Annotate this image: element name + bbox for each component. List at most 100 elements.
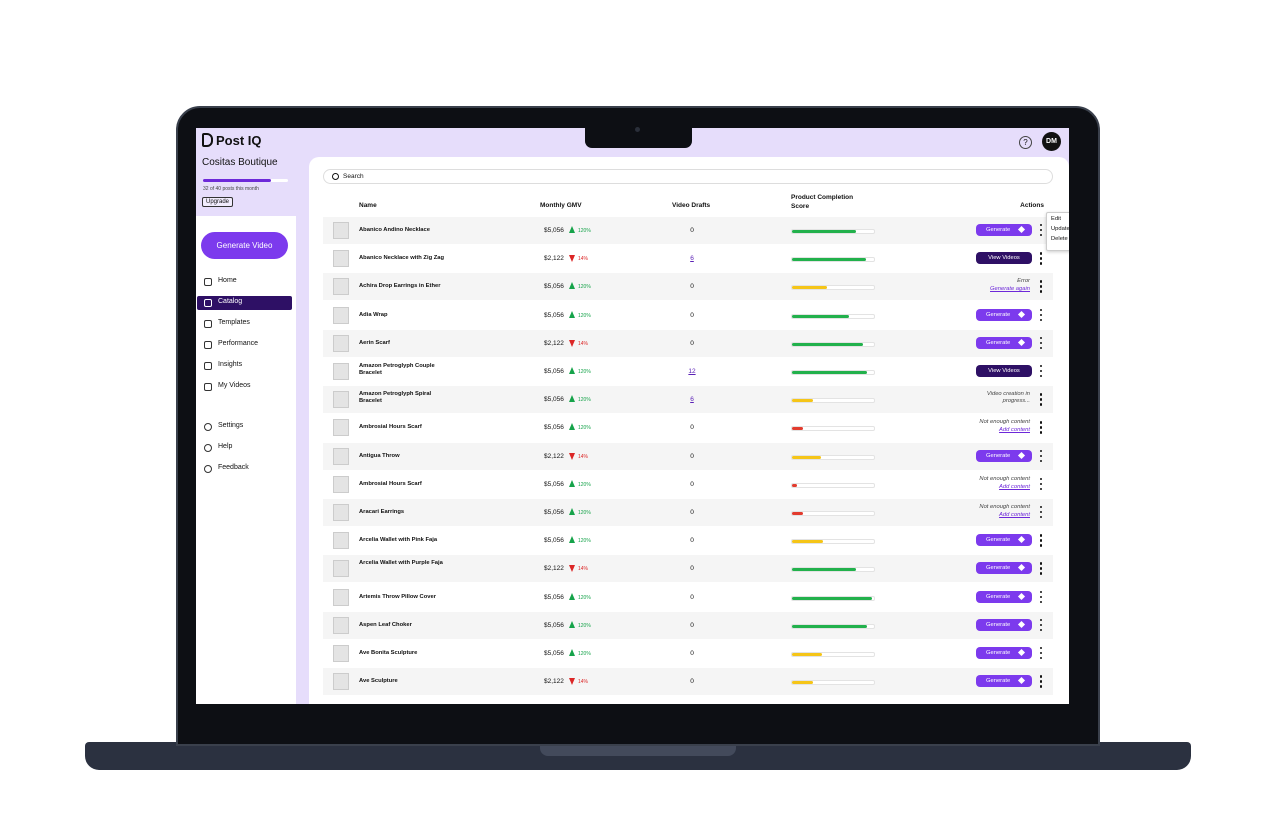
- product-name[interactable]: Abanico Andino Necklace: [359, 227, 430, 233]
- menu-dot: [1040, 346, 1043, 350]
- product-name[interactable]: Amazon Petroglyph Couple Bracelet: [359, 363, 435, 376]
- generate-button[interactable]: Generate: [976, 675, 1032, 688]
- score-track: [791, 370, 875, 375]
- status-link[interactable]: Add content: [999, 483, 1030, 490]
- product-name[interactable]: Ave Sculpture: [359, 678, 398, 685]
- row-menu-button[interactable]: [1040, 675, 1043, 688]
- product-name[interactable]: Achira Drop Earrings in Ether: [359, 283, 441, 290]
- status-link[interactable]: Add content: [999, 427, 1030, 434]
- sparkle-icon: [1017, 620, 1026, 628]
- row-menu-button[interactable]: [1040, 562, 1043, 575]
- change: 120%: [578, 510, 591, 516]
- nav-item[interactable]: Settings: [218, 422, 244, 429]
- generate-button[interactable]: Generate: [976, 647, 1032, 659]
- gmv: $2,122: [544, 452, 564, 460]
- product-name[interactable]: Arcelia Wallet with Pink Faja: [359, 537, 438, 544]
- product-name[interactable]: Artemis Throw Pillow Cover: [359, 593, 436, 600]
- product-name[interactable]: Adia Wrap: [359, 311, 388, 318]
- row-menu-button[interactable]: [1040, 506, 1043, 519]
- row-menu-button[interactable]: [1040, 365, 1043, 378]
- video-drafts[interactable]: 6: [690, 255, 694, 263]
- status-text: Not enough content: [979, 475, 1030, 482]
- change: 120%: [578, 651, 591, 657]
- product-name[interactable]: Ambrosial Hours Scarf: [359, 480, 422, 487]
- menu-dot: [1040, 318, 1043, 321]
- generate-button[interactable]: Generate: [976, 534, 1032, 547]
- product-name[interactable]: Ambrosial Hours Scarf: [359, 424, 422, 431]
- trend-arrow: [569, 565, 575, 573]
- view-videos-button[interactable]: View Videos: [976, 365, 1032, 377]
- video-drafts: 0: [690, 537, 694, 545]
- video-drafts: 0: [690, 227, 694, 234]
- menu-dot: [1040, 308, 1043, 311]
- nav-item[interactable]: Help: [218, 443, 233, 450]
- generate-button[interactable]: Generate: [976, 449, 1032, 462]
- score-bar: [792, 286, 828, 290]
- avatar[interactable]: DM: [1042, 132, 1061, 151]
- menu-item[interactable]: Update: [1051, 226, 1069, 232]
- product-name[interactable]: Ave Bonita Sculpture: [359, 650, 418, 656]
- generate-button[interactable]: Generate: [976, 336, 1032, 349]
- product-name[interactable]: Aspen Leaf Choker: [359, 621, 412, 628]
- menu-dot: [1040, 600, 1043, 603]
- row-menu-button[interactable]: [1040, 336, 1043, 350]
- video-drafts[interactable]: 6: [690, 396, 694, 404]
- generate-button[interactable]: Generate: [976, 562, 1032, 575]
- menu-dot: [1040, 477, 1043, 481]
- view-videos-button[interactable]: View Videos: [976, 252, 1032, 265]
- video-drafts[interactable]: 12: [688, 368, 696, 375]
- row-menu-button[interactable]: [1040, 224, 1043, 237]
- menu-dot: [1040, 336, 1043, 340]
- upgrade-button[interactable]: Upgrade: [202, 197, 234, 207]
- search-box[interactable]: Search: [323, 169, 1053, 184]
- menu-dot: [1040, 398, 1043, 401]
- nav-item[interactable]: Performance: [218, 340, 259, 347]
- header-name[interactable]: Name: [359, 202, 377, 209]
- product-name[interactable]: Arcelia Wallet with Purple Faja: [359, 560, 443, 567]
- store-name: Cositas Boutique: [202, 157, 278, 168]
- nav-item[interactable]: Home: [218, 277, 237, 284]
- row-menu-button[interactable]: [1040, 534, 1043, 547]
- nav-item[interactable]: Catalog: [218, 298, 243, 305]
- generate-button[interactable]: Generate: [976, 308, 1032, 321]
- generate-button[interactable]: Generate: [976, 618, 1032, 631]
- row-menu-button[interactable]: [1040, 618, 1043, 632]
- product-name[interactable]: Amazon Petroglyph Spiral Bracelet: [359, 391, 432, 405]
- nav-item[interactable]: Insights: [218, 361, 243, 368]
- row-menu-button[interactable]: [1040, 421, 1043, 434]
- product-name[interactable]: Abanico Necklace with Zig Zag: [359, 255, 445, 262]
- generate-button[interactable]: Generate: [976, 224, 1032, 236]
- nav-item[interactable]: Templates: [218, 319, 250, 326]
- nav-item[interactable]: My Videos: [218, 382, 251, 389]
- status-link[interactable]: Add content: [999, 512, 1030, 518]
- table-row: Ave Bonita Sculpture $5,056 120% 0 Generate: [323, 640, 1053, 667]
- menu-item[interactable]: Delete: [1051, 236, 1068, 242]
- row-menu-button[interactable]: [1040, 449, 1043, 463]
- nav-item[interactable]: Feedback: [218, 464, 249, 471]
- status-text: Not enough content: [979, 419, 1030, 426]
- status-link[interactable]: Generate again: [990, 286, 1030, 293]
- menu-item[interactable]: Edit: [1051, 216, 1061, 222]
- product-name[interactable]: Aerin Scarf: [359, 339, 390, 346]
- table-row: Ambrosial Hours Scarf $5,056 120% 0 Not enou…: [323, 470, 1053, 498]
- menu-dot: [1040, 224, 1043, 227]
- product-name[interactable]: Aracari Earrings: [359, 509, 405, 515]
- row-menu-button[interactable]: [1040, 647, 1043, 660]
- row-menu-button[interactable]: [1040, 252, 1043, 265]
- row-menu-button[interactable]: [1040, 280, 1043, 293]
- row-menu-button[interactable]: [1040, 308, 1043, 322]
- menu-dot: [1040, 421, 1043, 424]
- product-thumbnail: [333, 475, 349, 493]
- row-menu-button[interactable]: [1040, 393, 1043, 406]
- generate-video-button[interactable]: Generate Video: [201, 232, 288, 259]
- row-menu-button[interactable]: [1040, 477, 1043, 491]
- trend-arrow: [569, 536, 575, 544]
- change: 120%: [578, 538, 591, 545]
- change: 14%: [578, 566, 589, 573]
- generate-button[interactable]: Generate: [976, 590, 1032, 603]
- score-track: [791, 313, 875, 319]
- row-menu-button[interactable]: [1040, 590, 1043, 604]
- product-name[interactable]: Antigua Throw: [359, 452, 400, 459]
- change: 14%: [578, 256, 589, 263]
- help-icon[interactable]: ?: [1019, 136, 1032, 149]
